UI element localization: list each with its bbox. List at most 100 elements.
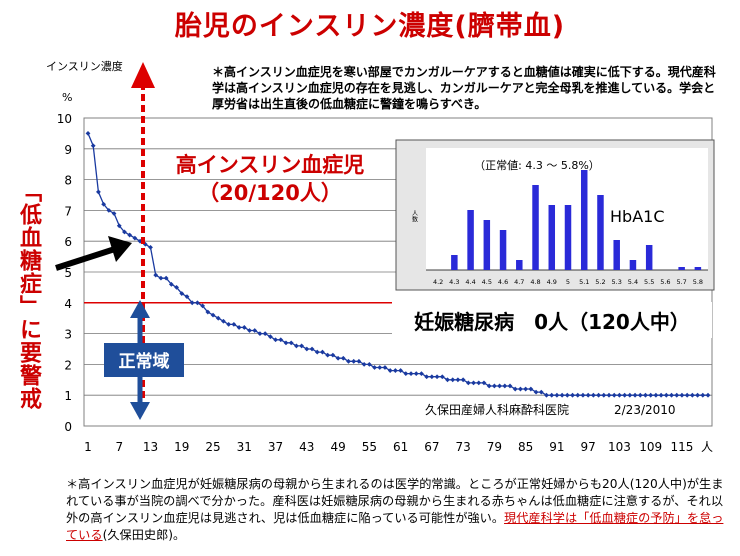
data-point	[679, 392, 685, 398]
inset-bar	[645, 245, 653, 270]
x-axis-unit: 人	[701, 440, 713, 454]
gdm-label-box	[392, 302, 712, 338]
data-point	[544, 392, 549, 398]
data-point	[507, 383, 513, 389]
data-point	[142, 241, 148, 247]
data-point	[111, 211, 117, 216]
x-tick-label: 13	[143, 440, 158, 454]
data-point	[653, 392, 659, 398]
pointer-arrow-head-icon	[108, 236, 132, 262]
inset-tick-label: 5.3	[612, 278, 622, 286]
footer-tail: (久保田史郎)。	[102, 528, 186, 542]
data-point	[116, 223, 122, 229]
arrow-up-icon	[130, 300, 150, 318]
data-point	[611, 392, 617, 398]
y-tick-labels: 0 1 2 3 4 5 6 7 8 9 10	[57, 112, 72, 434]
data-point	[299, 343, 305, 349]
data-point	[340, 355, 346, 361]
data-point	[163, 275, 169, 281]
data-point	[403, 371, 409, 377]
normal-range-label: 正常域	[119, 351, 170, 372]
data-point	[533, 389, 539, 395]
data-point	[434, 374, 440, 380]
data-point	[476, 380, 482, 386]
y-tick-label: 10	[57, 112, 72, 126]
normal-range-box	[104, 343, 184, 377]
data-point	[351, 358, 357, 364]
inset-tick-label: 4.6	[498, 278, 508, 286]
y-tick-label: 2	[64, 358, 72, 372]
data-point	[189, 300, 195, 306]
data-point	[523, 386, 529, 392]
data-point	[705, 392, 711, 398]
hba1c-inset: （正常値: 4.3 ～ 5.8%） HbA1C 人数 4.2 4.3 4.4 4.5 4…	[395, 139, 715, 291]
pointer-arrow	[55, 245, 119, 271]
inset-tick-label: 5.6	[660, 278, 670, 286]
y-axis-unit: %	[62, 91, 72, 104]
data-point	[335, 355, 341, 361]
inset-bars	[451, 170, 702, 270]
inset-tick-label: 5.1	[579, 278, 589, 286]
data-point	[424, 374, 430, 380]
data-point	[429, 374, 435, 380]
x-tick-labels: 1 7 13 19 25 31 37 43 49 55 61 67 73 79 85 91 97 103 109 11…	[84, 440, 693, 454]
data-point	[174, 285, 179, 290]
data-point	[361, 362, 367, 367]
data-point	[491, 383, 497, 389]
data-point	[320, 349, 325, 355]
inset-label: HbA1C	[610, 207, 664, 226]
data-point	[221, 318, 226, 324]
data-point	[101, 201, 107, 207]
data-point	[471, 380, 476, 386]
x-tick-label: 25	[205, 440, 220, 454]
data-point	[387, 368, 393, 373]
data-point	[502, 383, 508, 389]
data-point	[231, 321, 237, 327]
credit-text: 久保田産婦人科麻酔科医院	[425, 402, 569, 417]
data-point	[215, 315, 221, 321]
data-point	[643, 392, 648, 398]
x-tick-label: 103	[608, 440, 631, 454]
inset-bar	[451, 255, 458, 270]
data-point	[325, 352, 331, 358]
y-tick-label: 8	[64, 174, 72, 188]
page-title: 胎児のインスリン濃度(臍帯血)	[174, 11, 566, 42]
inset-bar	[678, 267, 685, 270]
data-point	[617, 392, 622, 398]
credit-date: 2/23/2010	[614, 403, 676, 417]
x-tick-label: 55	[362, 440, 377, 454]
data-point	[179, 291, 185, 296]
data-point	[637, 392, 643, 398]
y-tick-label: 5	[64, 266, 72, 280]
data-point	[247, 328, 252, 333]
data-point	[382, 365, 388, 370]
data-point	[648, 392, 654, 398]
data-point	[575, 392, 581, 398]
data-point	[85, 131, 91, 136]
footer-underlined: 現代産科学は「低血糖症の予防」を怠っている	[66, 511, 724, 542]
data-point	[554, 392, 560, 398]
inset-tick-label: 5	[566, 278, 570, 286]
data-point	[252, 328, 258, 333]
data-point	[158, 275, 164, 281]
data-point	[153, 272, 159, 278]
data-point	[304, 346, 310, 352]
data-point	[700, 392, 706, 398]
data-point	[267, 334, 273, 340]
data-point	[518, 386, 523, 392]
x-tick-label: 67	[424, 440, 439, 454]
data-point	[497, 383, 502, 389]
data-point	[439, 374, 445, 380]
y-tick-label: 7	[64, 204, 72, 218]
data-point	[283, 340, 289, 346]
data-point	[184, 294, 190, 300]
data-point	[450, 377, 456, 383]
y-tick-label: 1	[64, 389, 72, 403]
inset-tick-label: 4.4	[465, 278, 475, 286]
inset-tick-label: 4.5	[482, 278, 492, 286]
inset-tick-label: 4.8	[530, 278, 540, 286]
data-point	[314, 349, 320, 355]
series-points	[85, 131, 711, 398]
inset-tick-label: 5.4	[628, 278, 638, 286]
